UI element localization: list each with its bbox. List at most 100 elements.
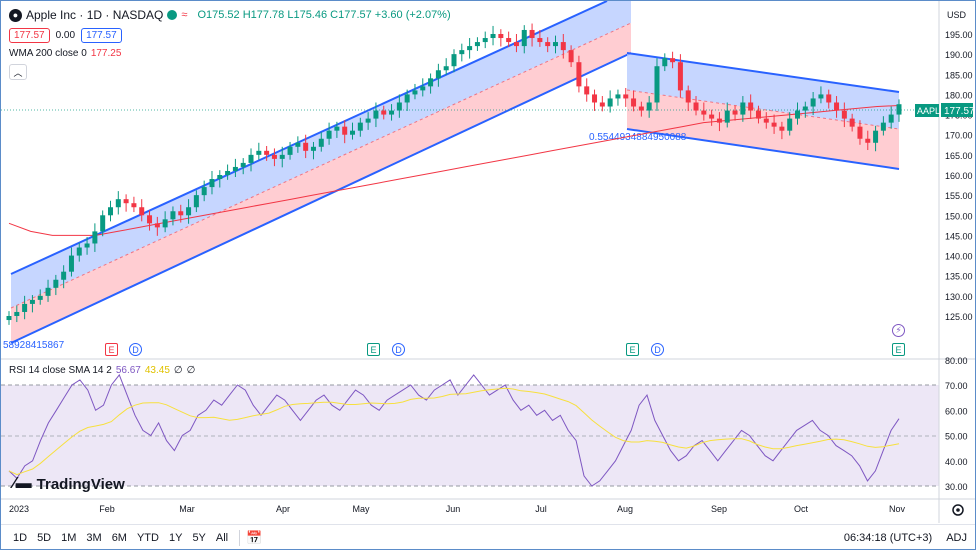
ask-box[interactable]: 177.57 [81, 28, 122, 43]
candle [545, 37, 551, 53]
timeframe-all[interactable]: All [215, 532, 229, 544]
price-axis[interactable]: 195.00190.00185.00180.00175.00170.00165.… [945, 30, 973, 322]
bid-box[interactable]: 177.57 [9, 28, 50, 43]
candle [857, 120, 863, 145]
timeframe-6m[interactable]: 6M [111, 532, 127, 544]
apple-logo-icon: ● [9, 8, 22, 22]
candle [22, 295, 28, 320]
candle [576, 55, 582, 93]
candle [467, 38, 473, 59]
chart-canvas[interactable]: 58928415867 0.5544934884950088 195.00 190… [1, 1, 976, 523]
earnings-icon[interactable]: E [626, 343, 639, 356]
candle [724, 102, 730, 128]
chevron-up-icon: ︿ [13, 67, 23, 78]
price-tick-label: 180.00 [945, 90, 973, 100]
wma-legend[interactable]: WMA 200 close 0 177.25 [9, 48, 121, 59]
candle [365, 112, 371, 130]
candle [201, 180, 207, 202]
timeframe-5y[interactable]: 5Y [192, 532, 206, 544]
timeframe-3m[interactable]: 3M [86, 532, 102, 544]
timeframe-1d[interactable]: 1D [13, 532, 28, 544]
time-tick-label: Aug [617, 504, 633, 514]
data-delay-icon: ≈ [181, 9, 188, 21]
price-pane-bg [1, 1, 939, 359]
calendar-range-icon[interactable]: 📅 [246, 530, 263, 545]
rsi-tick-label: 40.00 [945, 457, 968, 467]
earnings-icon[interactable]: E [367, 343, 380, 356]
dividend-icon[interactable]: D [129, 343, 142, 356]
timeframe-1m[interactable]: 1M [61, 532, 77, 544]
candle [631, 90, 637, 112]
tradingview-watermark[interactable]: ⁄▬ TradingView [13, 475, 125, 493]
candle [76, 242, 82, 262]
time-tick-label: Jul [535, 504, 547, 514]
candle [107, 200, 113, 222]
candle [740, 96, 746, 122]
candle [396, 94, 402, 118]
price-tick-label: 135.00 [945, 272, 973, 282]
candle [716, 112, 722, 132]
market-status-icon [167, 10, 178, 20]
candle [318, 132, 324, 152]
candle [795, 102, 801, 125]
candle [100, 210, 106, 237]
rsi-legend[interactable]: RSI 14 close SMA 14 2 56.67 43.45 ∅ ∅ [9, 365, 195, 376]
dividend-icon[interactable]: D [392, 343, 405, 356]
clock[interactable]: 06:34:18 (UTC+3) [843, 532, 933, 544]
symbol-tag-bg [915, 104, 939, 117]
candle [873, 125, 879, 152]
earnings-icon[interactable]: E [105, 343, 118, 356]
candle [240, 158, 246, 175]
candle [428, 73, 434, 94]
price-tick-label: 140.00 [945, 252, 973, 262]
timeframe-5d[interactable]: 5D [37, 532, 52, 544]
time-axis[interactable]: 2023 Feb Mar Apr May Jun Jul Aug Sep Oct Nov [9, 504, 906, 514]
gear-icon[interactable] [952, 504, 964, 516]
rsi-tick-label: 70.00 [945, 381, 968, 391]
channel1-label: 58928415867 [3, 340, 65, 351]
candle [506, 31, 512, 47]
collapse-legend-button[interactable]: ︿ [9, 64, 27, 80]
candle [810, 92, 816, 115]
candle [748, 94, 754, 120]
currency-label: USD [947, 10, 967, 20]
candle [92, 223, 98, 252]
candle [381, 105, 387, 120]
earnings-icon[interactable]: E [892, 343, 905, 356]
channel2-upper-fill [627, 53, 899, 129]
time-tick-label: Mar [179, 504, 195, 514]
time-tick-label: Nov [889, 504, 906, 514]
dividend-icon[interactable]: D [651, 343, 664, 356]
price-tick-label: 150.00 [945, 211, 973, 221]
candle [474, 37, 480, 51]
candle [68, 247, 74, 277]
candle [654, 58, 660, 111]
candle [404, 89, 410, 111]
candle [802, 101, 808, 118]
candle [350, 122, 356, 140]
candle [513, 34, 519, 53]
timeframe-1y[interactable]: 1Y [168, 532, 183, 544]
candle [615, 89, 621, 106]
timeframe-ytd[interactable]: YTD [136, 532, 159, 544]
adjust-toggle[interactable]: ADJ [946, 532, 967, 544]
candle [662, 53, 668, 72]
lightning-icon[interactable]: ⚡ [892, 324, 905, 337]
symbol-title[interactable]: Apple Inc · 1D · NASDAQ [26, 8, 164, 22]
symbol-legend[interactable]: ● Apple Inc · 1D · NASDAQ ≈ O175.52 H177… [9, 8, 451, 22]
candle [389, 104, 395, 121]
candle [287, 141, 293, 160]
candle [139, 199, 145, 222]
price-tick-label: 165.00 [945, 151, 973, 161]
candle [568, 45, 574, 68]
candle [61, 265, 67, 289]
price-tick-label: 195.00 [945, 30, 973, 40]
candle [560, 34, 566, 59]
candle [498, 29, 504, 47]
rsi-axis[interactable]: 80.00 70.00 60.00 50.00 40.00 30.00 [945, 356, 968, 492]
candle [29, 295, 35, 313]
candle [490, 25, 496, 46]
channel1-bottom-line [10, 52, 632, 344]
candle [599, 96, 605, 112]
candle [865, 130, 871, 151]
